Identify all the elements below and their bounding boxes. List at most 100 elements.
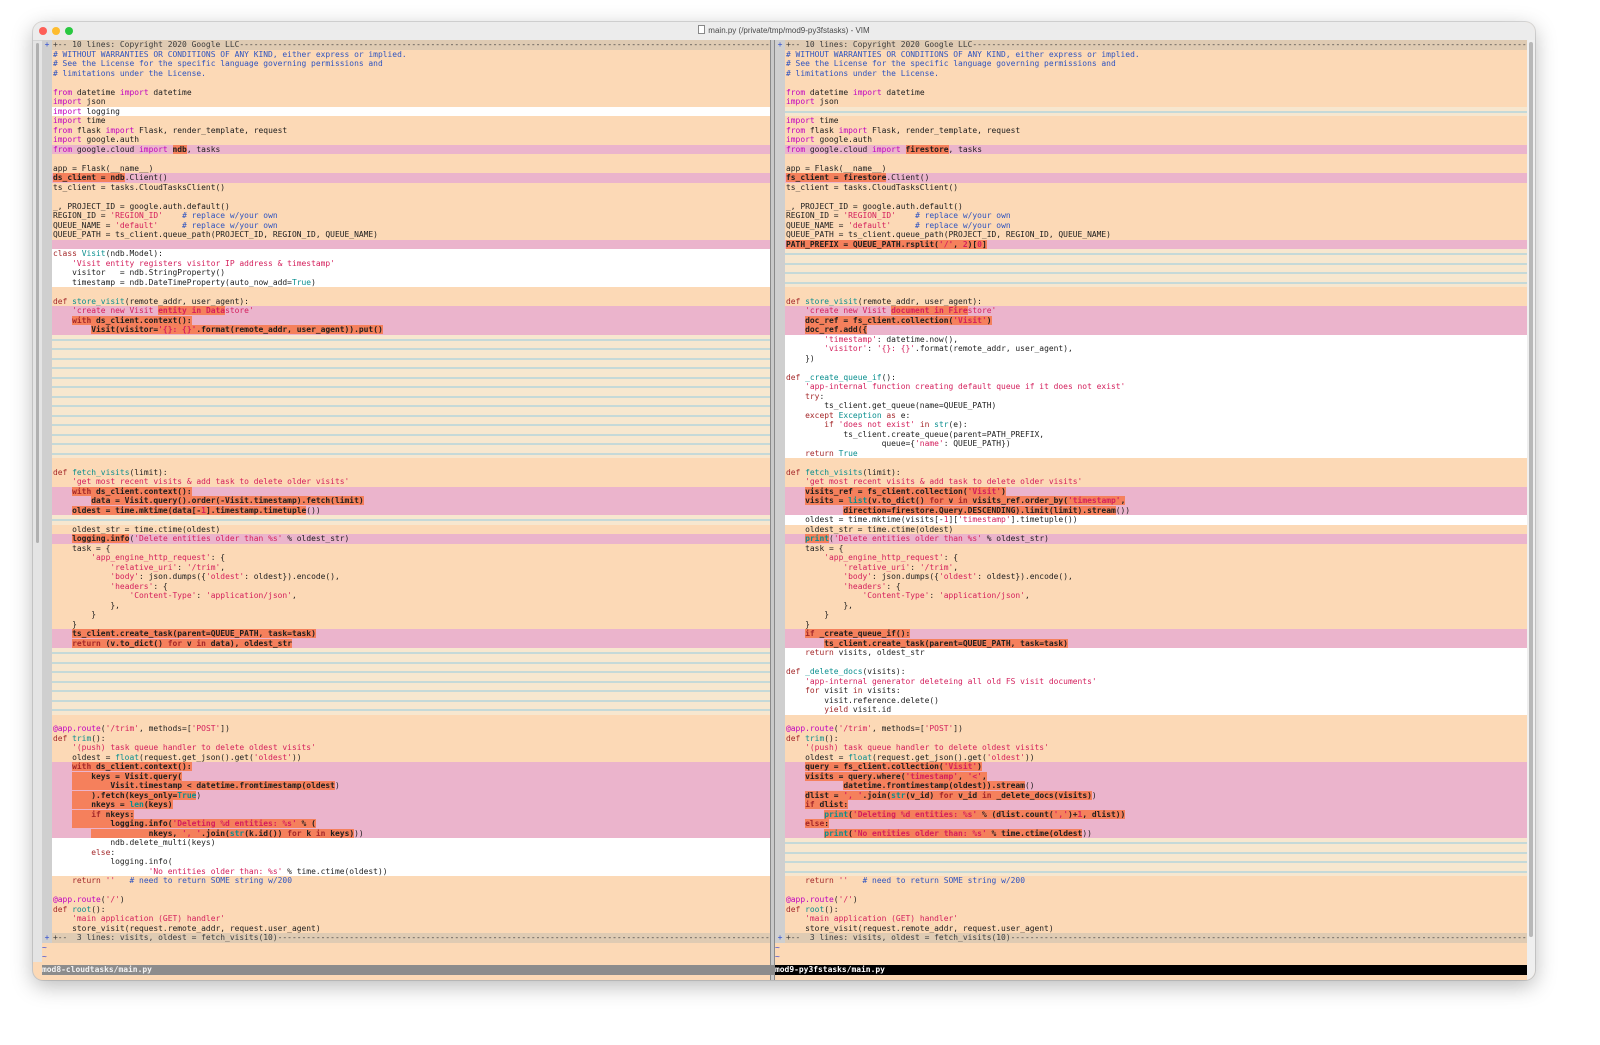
code-token: '/': [838, 895, 853, 904]
sign-column: [775, 125, 785, 135]
sign-column: [42, 828, 52, 838]
fold-line: + +-- 10 lines: Copyright 2020 Google LLC…: [775, 40, 1527, 50]
code-token: : {: [886, 581, 901, 591]
code-token: : QUEUE_PATH}): [943, 439, 1011, 448]
changed-text: (: [848, 809, 853, 819]
code-line: from datetime import datetime: [775, 87, 1527, 97]
code-token: [53, 306, 72, 315]
code-token: ,: [220, 562, 226, 572]
code-token: ]): [220, 724, 230, 733]
line-text: [52, 705, 53, 715]
code-line: dlist = ', '.join(str(v_id) for v_id in …: [775, 790, 1527, 800]
sign-column: [42, 838, 52, 848]
minimize-button[interactable]: [52, 27, 60, 35]
code-line: },: [42, 600, 770, 610]
line-text: ts_client.get_queue(name=QUEUE_PATH): [785, 401, 996, 411]
code-token: (visits):: [862, 667, 906, 676]
code-token: 'name': [915, 439, 944, 448]
window-title-text: main.py (/private/tmp/mod9-py3fstasks) -…: [708, 26, 870, 35]
right-diff-pane[interactable]: + +-- 10 lines: Copyright 2020 Google LLC…: [775, 40, 1527, 965]
changed-text: datetime.fromtimestamp(oldest)).stream: [843, 781, 1025, 790]
code-line: # limitations under the License.: [42, 68, 770, 78]
code-token: [786, 449, 805, 458]
code-token: [53, 867, 149, 876]
close-button[interactable]: [39, 27, 47, 35]
code-token: # WITHOUT WARRANTIES OR CONDITIONS OF AN…: [786, 49, 1140, 59]
code-line: }): [775, 353, 1527, 363]
line-text: oldest_str = time.ctime(oldest): [785, 525, 953, 535]
zoom-button[interactable]: [65, 27, 73, 35]
code-token: fetch_visits: [805, 467, 863, 477]
sign-column: [775, 477, 785, 487]
code-line: visit.reference.delete(): [775, 695, 1527, 705]
line-text: visits = list(v.to_dict() for v in visit…: [785, 496, 1126, 506]
vertical-split-divider[interactable]: [770, 40, 775, 980]
code-token: import: [852, 87, 882, 97]
code-token: '/trim': [838, 724, 873, 733]
code-token: def: [786, 667, 801, 676]
line-text: 'create new Visit entity in Datastore': [52, 306, 254, 316]
left-scrollbar-thumb[interactable]: [36, 43, 39, 543]
code-line: 'create new Visit entity in Datastore': [42, 306, 770, 316]
line-text: [52, 658, 53, 668]
changed-text: ts_client.create_task(parent=QUEUE_PATH,…: [824, 638, 1068, 648]
changed-text: with: [72, 315, 92, 325]
code-token: : {: [153, 581, 168, 591]
vim-window: main.py (/private/tmp/mod9-py3fstasks) -…: [33, 22, 1535, 980]
code-token: ():: [824, 733, 839, 743]
code-line: 'get most recent visits & add task to de…: [775, 477, 1527, 487]
left-diff-pane[interactable]: + +-- 10 lines: Copyright 2020 Google LLC…: [42, 40, 770, 965]
right-scrollbar-thumb[interactable]: [1529, 42, 1533, 937]
changed-text: _create_queue_if():: [814, 629, 911, 638]
status-line-left: mod8-cloudtasks/main.py: [42, 965, 775, 975]
code-token: from: [53, 144, 73, 154]
code-token: 'get most recent visits & add task to de…: [72, 477, 350, 486]
code-token: json: [81, 97, 106, 106]
line-text: 'headers': {: [785, 581, 901, 592]
line-text: def store_visit(remote_addr, user_agent)…: [52, 297, 249, 307]
code-token: [786, 829, 824, 838]
code-token: from: [786, 87, 806, 97]
line-text: [52, 373, 53, 383]
code-token: '/': [105, 895, 120, 904]
code-token: ():: [91, 904, 106, 914]
code-line: [775, 192, 1527, 202]
code-token: }: [786, 619, 810, 629]
code-token: import: [53, 97, 82, 106]
line-text: }: [52, 620, 77, 630]
sign-column: [775, 344, 785, 354]
code-token: # need to return SOME string w/200: [129, 876, 292, 885]
sign-column: [775, 277, 785, 287]
line-text: visits_ref = fs_client.collection('Visit…: [785, 486, 1006, 497]
code-token: [53, 762, 72, 771]
code-token: ()): [1115, 505, 1131, 515]
code-token: import: [139, 144, 168, 154]
code-token: .Client(): [886, 173, 930, 182]
sign-column: [42, 581, 52, 591]
code-token: import: [53, 106, 82, 116]
code-token: 'oldest': [253, 752, 292, 762]
code-token: : datetime.now(),: [876, 334, 959, 344]
code-line: with ds_client.context():: [42, 486, 770, 496]
code-line: return '' # need to return SOME string w…: [775, 876, 1527, 886]
code-token: timestamp = ndb.DateTimeProperty(auto_no…: [53, 277, 292, 287]
sign-column: [775, 771, 785, 781]
code-token: from: [53, 87, 73, 97]
code-line: 'main application (GET) handler': [775, 914, 1527, 924]
sign-column: [42, 458, 52, 468]
changed-text: doc_ref = fs_client.collection(: [805, 315, 954, 325]
sign-column: [42, 230, 52, 240]
code-line: 'relative_uri': '/trim',: [42, 562, 770, 572]
sign-column: [42, 885, 52, 895]
line-text: [785, 838, 786, 848]
right-scrollbar[interactable]: [1527, 40, 1535, 980]
sign-column: [775, 410, 785, 420]
sign-column: [775, 809, 785, 819]
line-text: except Exception as e:: [785, 411, 910, 421]
line-text: ts_client.create_queue(parent=PATH_PREFI…: [785, 430, 1044, 440]
sign-column: [775, 211, 785, 221]
code-token: 'create new Visit: [805, 306, 892, 315]
changed-text: oldest = time.mktime(data[-: [72, 505, 202, 515]
left-scrollbar[interactable]: [33, 41, 42, 962]
sign-column: [42, 771, 52, 781]
